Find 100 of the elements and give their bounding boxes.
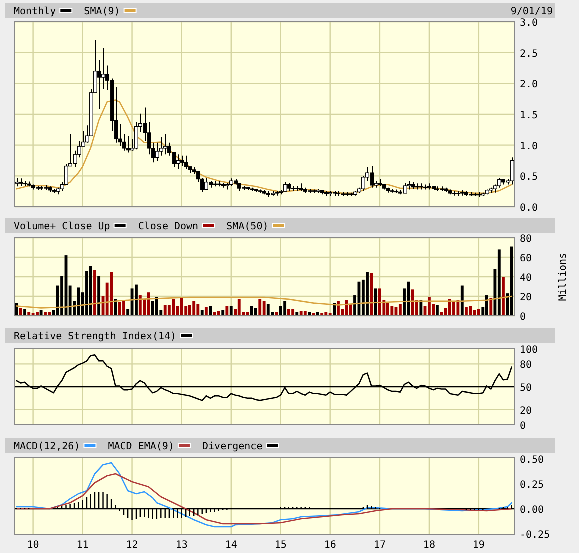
bar — [138, 296, 142, 316]
chart-title: Volume+ — [14, 222, 56, 232]
bar — [89, 266, 92, 316]
line-series — [16, 296, 513, 309]
candlestick — [164, 134, 168, 156]
y-tick-label: 1.0 — [520, 141, 538, 152]
bar — [304, 311, 307, 316]
bar — [135, 284, 138, 316]
bar — [188, 305, 192, 316]
bar — [250, 306, 254, 316]
bar — [118, 302, 122, 316]
bar — [254, 308, 258, 316]
bar — [469, 306, 472, 316]
bar — [386, 303, 390, 316]
legend-label: Close Down — [138, 222, 199, 232]
bar — [151, 301, 154, 316]
bar — [204, 307, 208, 316]
y-axis-title: Millions — [558, 252, 569, 302]
y-tick-label: 80 — [520, 234, 532, 245]
y-tick-label: 0.5 — [520, 172, 538, 184]
line-series — [16, 462, 513, 528]
x-tick-label: 17 — [374, 540, 386, 551]
legend-label: Close Up — [62, 222, 110, 232]
y-tick-label: 0.50 — [520, 455, 544, 466]
bar — [196, 304, 200, 316]
bar — [48, 312, 52, 316]
y-tick-label: 20 — [520, 292, 532, 304]
bar — [390, 306, 394, 316]
bar — [226, 306, 229, 316]
bar — [378, 288, 382, 316]
bar — [448, 299, 452, 316]
bar — [217, 311, 220, 316]
line-series — [16, 354, 513, 402]
legend-label: MACD EMA(9) — [108, 442, 174, 452]
bar — [200, 310, 204, 316]
legend-label: SMA(9) — [84, 6, 120, 18]
bar — [324, 312, 328, 316]
bar — [147, 292, 150, 316]
y-tick-label: 1.5 — [520, 110, 538, 122]
bar — [490, 298, 493, 316]
bar — [238, 299, 241, 316]
x-tick-label: 18 — [423, 540, 436, 551]
bar — [222, 310, 225, 316]
bar — [440, 312, 444, 316]
bar — [77, 288, 80, 316]
line-series — [16, 100, 513, 194]
bar — [460, 286, 464, 316]
bar — [19, 308, 22, 316]
bar — [436, 305, 439, 316]
x-tick-label: 10 — [27, 540, 40, 551]
y-tick-label: 0 — [520, 312, 526, 323]
y-tick-label: 0.00 — [520, 505, 544, 516]
bar — [98, 276, 101, 316]
x-tick-label: 12 — [126, 540, 138, 551]
bar — [316, 312, 320, 316]
candlestick — [102, 48, 106, 90]
bar — [122, 301, 126, 316]
legend-label: Monthly — [14, 6, 56, 18]
candlestick — [284, 182, 288, 192]
y-tick-label: 20 — [520, 406, 532, 417]
y-tick-label: 0.25 — [520, 480, 544, 491]
line-series — [16, 473, 513, 525]
y-tick-label: 2.0 — [520, 80, 538, 91]
bar — [477, 309, 480, 316]
bar — [292, 309, 295, 316]
bar — [275, 312, 278, 316]
legend-label: SMA(50) — [226, 222, 269, 232]
bar — [258, 299, 262, 316]
y-tick-label: -0.25 — [520, 530, 550, 541]
bar — [452, 302, 456, 316]
bar — [180, 298, 184, 316]
bar — [407, 282, 410, 316]
y-tick-label: 0 — [520, 421, 526, 432]
candlestick — [510, 157, 514, 186]
bar — [209, 306, 212, 316]
y-tick-label: 60 — [520, 254, 532, 264]
bar — [284, 301, 287, 316]
legend-label: MACD(12,26) — [14, 442, 80, 452]
y-tick-label: 0.0 — [520, 203, 538, 214]
bar — [465, 307, 468, 316]
y-tick-label: 3.0 — [520, 18, 538, 29]
bar — [266, 304, 270, 316]
bar — [44, 312, 47, 316]
bar — [24, 309, 26, 316]
bar — [370, 273, 374, 316]
bar — [172, 299, 176, 316]
legend-label: Relative Strength Index(14) — [14, 332, 177, 342]
bar — [192, 301, 196, 316]
bar — [155, 297, 158, 316]
y-tick-label: 40 — [520, 273, 532, 284]
x-tick-label: 14 — [225, 540, 238, 551]
bar — [164, 305, 167, 316]
y-tick-label: 80 — [520, 360, 532, 372]
bar — [398, 304, 402, 316]
candlestick — [184, 155, 188, 170]
bar — [296, 312, 299, 316]
y-tick-label: 2.5 — [520, 48, 538, 60]
bar — [110, 272, 113, 316]
y-tick-label: 100 — [520, 345, 538, 356]
bar — [213, 312, 216, 316]
